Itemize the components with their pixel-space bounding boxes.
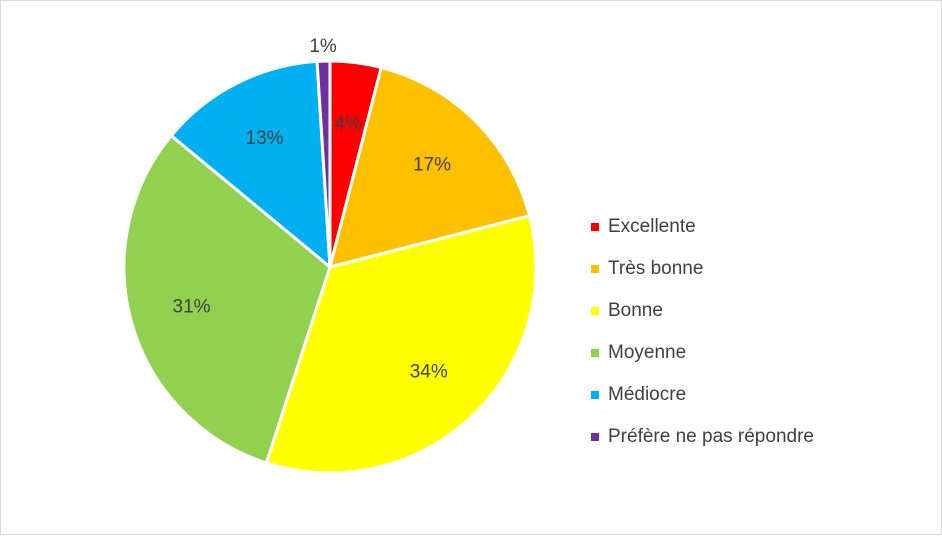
legend-swatch (591, 349, 599, 357)
legend-swatch (591, 391, 599, 399)
data-label-2: 17% (413, 155, 451, 176)
legend-item: Excellente (591, 206, 931, 248)
legend-label: Médiocre (608, 384, 687, 405)
data-label-5: 13% (246, 128, 284, 149)
data-label-3: 34% (410, 362, 448, 383)
legend-swatch (591, 307, 599, 315)
legend-label: Moyenne (608, 342, 687, 363)
legend-item: Préfère ne pas répondre (591, 416, 931, 458)
data-label-1: 4% (334, 113, 362, 134)
legend-label: Préfère ne pas répondre (608, 426, 814, 447)
pie-slice-6 (315, 59, 332, 269)
legend-swatch (591, 265, 599, 273)
legend-label: Bonne (608, 300, 663, 321)
legend-item: Moyenne (591, 332, 931, 374)
pie-slice-4 (122, 134, 332, 465)
legend-label: Très bonne (608, 258, 704, 279)
legend-swatch (591, 433, 599, 441)
pie-slice-3 (264, 214, 538, 475)
legend-item: Médiocre (591, 374, 931, 416)
legend-label: Excellente (608, 216, 696, 237)
data-label-6: 1% (309, 36, 337, 57)
legend: Excellente Très bonne Bonne Moyenne Médiocre… (591, 206, 931, 458)
legend-item: Bonne (591, 290, 931, 332)
legend-item: Très bonne (591, 248, 931, 290)
pie-slice-2 (328, 65, 532, 269)
legend-swatch (591, 223, 599, 231)
pie-slice-5 (169, 59, 332, 269)
data-label-4: 31% (173, 297, 211, 318)
